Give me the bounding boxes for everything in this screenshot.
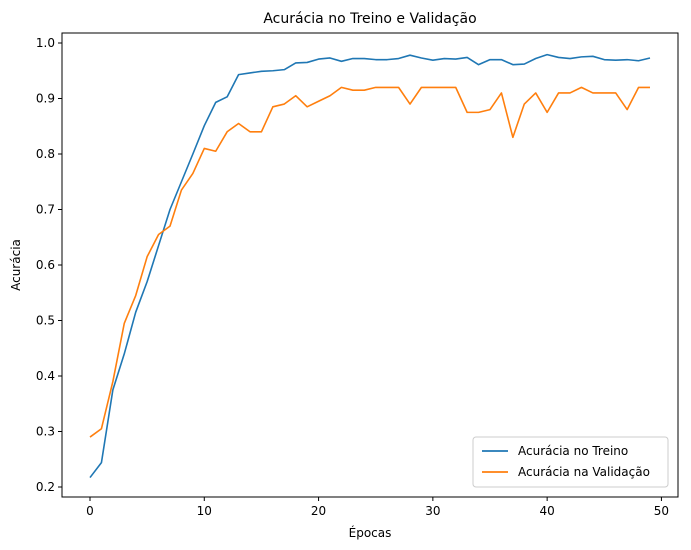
x-axis: 0 10 20 30 40 50 — [86, 497, 669, 518]
y-tick-label: 0.3 — [36, 425, 55, 439]
plot-frame — [61, 32, 679, 498]
chart-title: Acurácia no Treino e Validação — [263, 11, 476, 27]
legend-box — [472, 436, 669, 488]
y-tick-label: 0.4 — [36, 369, 55, 383]
x-tick-label: 40 — [540, 504, 555, 518]
y-axis: 0.2 0.3 0.4 0.5 0.6 0.7 0.8 0.9 1.0 — [36, 36, 62, 494]
x-tick-label: 50 — [654, 504, 669, 518]
legend: Acurácia no Treino Acurácia na Validação — [472, 436, 669, 488]
y-tick-label: 0.5 — [36, 314, 55, 328]
x-tick-label: 20 — [311, 504, 326, 518]
x-tick-label: 10 — [197, 504, 212, 518]
y-tick-label: 0.7 — [36, 202, 55, 216]
series-line-validacao — [89, 86, 650, 438]
x-axis-label: Épocas — [349, 525, 392, 540]
x-tick-label: 30 — [425, 504, 440, 518]
series-line-treino — [89, 53, 651, 479]
series-lines — [89, 53, 651, 479]
legend-label: Acurácia na Validação — [518, 465, 650, 479]
legend-label: Acurácia no Treino — [518, 444, 628, 458]
y-tick-label: 1.0 — [36, 36, 55, 50]
y-axis-label: Acurácia — [9, 239, 23, 291]
plot-area — [61, 32, 679, 498]
y-tick-label: 0.6 — [36, 258, 55, 272]
y-tick-label: 0.2 — [36, 480, 55, 494]
x-tick-label: 0 — [86, 504, 94, 518]
y-tick-label: 0.9 — [36, 91, 55, 105]
y-tick-label: 0.8 — [36, 147, 55, 161]
